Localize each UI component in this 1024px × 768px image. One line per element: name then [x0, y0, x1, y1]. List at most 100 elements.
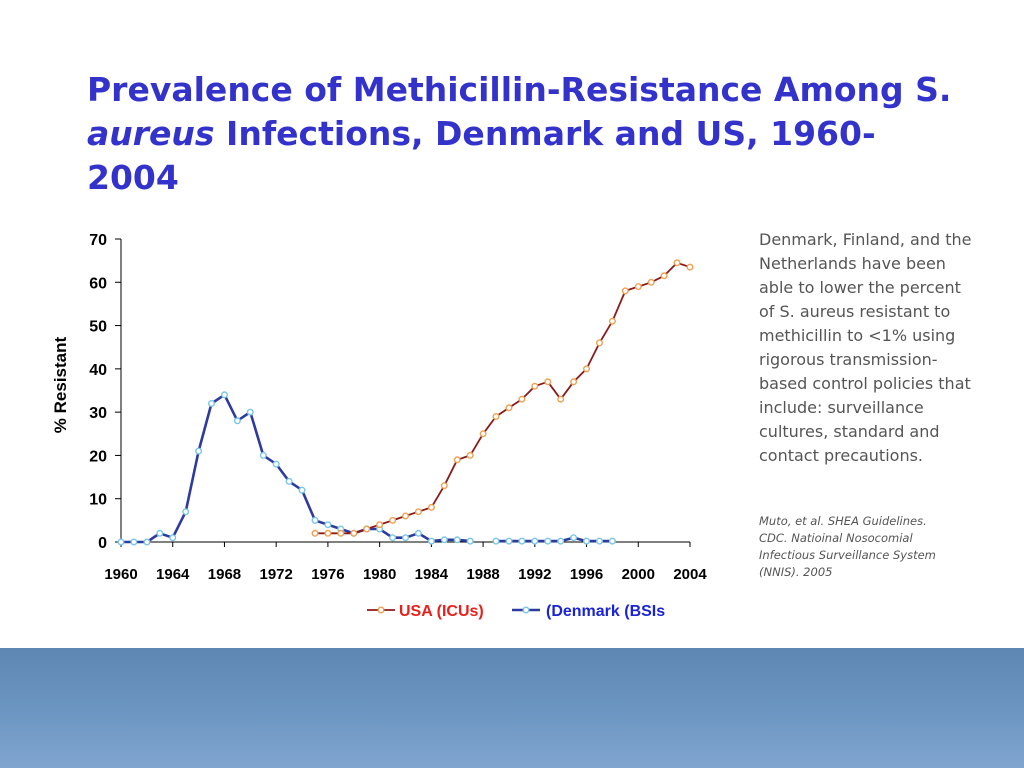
data-point [544, 378, 552, 386]
data-point [311, 529, 319, 537]
data-point [169, 534, 177, 542]
data-point [479, 430, 487, 438]
legend-swatch-marker [522, 606, 530, 614]
y-tick-label: 70 [89, 232, 107, 249]
series-line [315, 261, 691, 535]
citation-line: Muto, et al. SHEA Guidelines. [759, 514, 927, 528]
data-point [647, 278, 655, 286]
data-point [350, 529, 358, 537]
data-point [596, 339, 604, 347]
data-point [298, 486, 306, 494]
chart-axes: 0 10 20 30 40 50 60 70 1960 1964 1968 1972 1976 1980 1… [51, 232, 707, 583]
x-tick-label: 2000 [622, 566, 655, 583]
data-point [440, 482, 448, 490]
data-point [673, 259, 681, 267]
data-point [414, 529, 422, 537]
y-tick-label: 10 [89, 492, 107, 509]
data-point [660, 272, 668, 280]
data-point [466, 537, 474, 545]
data-point [246, 408, 254, 416]
data-point [389, 516, 397, 524]
y-tick-label: 60 [89, 275, 107, 292]
data-point [402, 534, 410, 542]
y-tick-label: 20 [89, 448, 107, 465]
data-point [453, 456, 461, 464]
x-tick-label: 1964 [156, 566, 190, 583]
data-point [544, 537, 552, 545]
x-tick-label: 1976 [311, 566, 344, 583]
data-point [324, 521, 332, 529]
y-tick-label: 0 [98, 535, 107, 552]
data-point [272, 460, 280, 468]
legend-label: (Denmark (BSIs [546, 603, 665, 620]
x-tick-label: 2004 [673, 566, 707, 583]
data-point [427, 537, 435, 545]
data-point [389, 534, 397, 542]
data-point [466, 451, 474, 459]
y-axis-label: % Resistant [51, 336, 70, 433]
data-point [686, 263, 694, 271]
data-point [492, 537, 500, 545]
citation-line: CDC. Natioinal Nosocomial [759, 531, 913, 545]
data-point [363, 525, 371, 533]
data-point [285, 477, 293, 485]
y-tick-label: 30 [89, 405, 107, 422]
y-tick-label: 40 [89, 362, 107, 379]
data-point [337, 529, 345, 537]
slide-title: Prevalence of Methicillin-Resistance Amo… [87, 68, 967, 200]
y-tick-label: 50 [89, 319, 107, 336]
data-point [427, 503, 435, 511]
x-tick-label: 1988 [466, 566, 499, 583]
data-point [492, 413, 500, 421]
series-line [121, 393, 471, 544]
data-point [233, 417, 241, 425]
citation: Muto, et al. SHEA Guidelines. CDC. Natio… [759, 513, 974, 581]
legend-swatch-marker [377, 606, 385, 614]
data-point [596, 537, 604, 545]
data-point [531, 537, 539, 545]
citation-line: Infectious Surveillance System [759, 548, 936, 562]
x-tick-label: 1980 [363, 566, 396, 583]
data-point [311, 516, 319, 524]
x-tick-label: 1972 [259, 566, 292, 583]
title-line-2-rest: Infections, Denmark and US, 1960-2004 [87, 114, 876, 197]
data-point [634, 283, 642, 291]
line-chart: 0 10 20 30 40 50 60 70 1960 1964 1968 1972 1976 1980 1… [51, 232, 707, 620]
data-point [414, 508, 422, 516]
data-point [117, 538, 125, 546]
data-point [583, 365, 591, 373]
data-point [570, 378, 578, 386]
data-point [608, 317, 616, 325]
data-point [440, 536, 448, 544]
footer-band [0, 648, 1024, 768]
data-point [505, 537, 513, 545]
data-point [453, 536, 461, 544]
x-tick-label: 1996 [570, 566, 603, 583]
x-tick-label: 1984 [415, 566, 449, 583]
data-point [143, 538, 151, 546]
data-point [195, 447, 203, 455]
citation-line: (NNIS). 2005 [759, 565, 833, 579]
data-point [557, 395, 565, 403]
chart-legend: USA (ICUs) (Denmark (BSIs [367, 603, 665, 620]
data-point [220, 391, 228, 399]
side-note: Denmark, Finland, and the Netherlands ha… [759, 230, 972, 465]
data-point [182, 508, 190, 516]
data-point [259, 451, 267, 459]
data-point [557, 537, 565, 545]
title-line-1: Prevalence of Methicillin-Resistance Amo… [87, 70, 952, 109]
data-point [156, 529, 164, 537]
data-point [505, 404, 513, 412]
data-point [583, 537, 591, 545]
title-italic-word: aureus [87, 114, 215, 153]
legend-label: USA (ICUs) [399, 603, 484, 620]
data-point [207, 400, 215, 408]
series-line [496, 536, 613, 543]
data-point [570, 534, 578, 542]
x-tick-label: 1968 [208, 566, 241, 583]
data-point [621, 287, 629, 295]
data-point [130, 538, 138, 546]
data-point [531, 382, 539, 390]
x-tick-label: 1960 [104, 566, 137, 583]
data-point [376, 521, 384, 529]
